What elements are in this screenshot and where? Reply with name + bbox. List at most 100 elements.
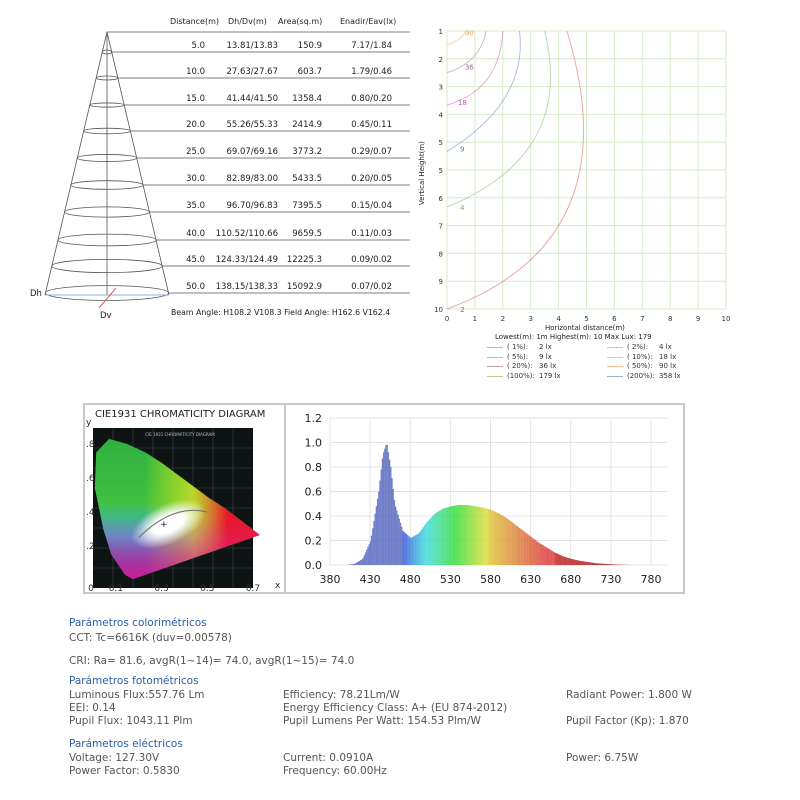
- spectrum-bar: [479, 506, 481, 565]
- cri-value: CRI: Ra= 81.6, avgR(1~14)= 74.0, avgR(1~…: [69, 655, 355, 667]
- table-cell: 5433.5: [292, 174, 322, 184]
- spectrum-bar: [431, 516, 433, 565]
- spectrum-bar: [397, 514, 399, 565]
- isolux-contour: [446, 30, 585, 310]
- spectrum-bar: [503, 516, 505, 565]
- x-tick-label: 1: [473, 315, 477, 323]
- spectrum-bar: [576, 560, 579, 565]
- x-tick-label: 0: [445, 315, 449, 323]
- dv-label: Dv: [100, 311, 112, 321]
- cie-x-tick: 0.7: [246, 584, 260, 594]
- spectrum-bar: [557, 554, 559, 565]
- spectrum-bar: [537, 541, 539, 565]
- spectrum-bar: [534, 539, 536, 565]
- spectrum-bar: [427, 520, 429, 565]
- spectrum-bar: [393, 500, 396, 565]
- spectrum-bar: [429, 518, 432, 565]
- y-tick-label: 4: [439, 111, 444, 119]
- spectrum-bar: [443, 508, 445, 565]
- spectrum-bar: [441, 508, 444, 565]
- table-cell: 40.0: [186, 229, 205, 239]
- spectrum-bar: [508, 519, 510, 565]
- spectrum-bar: [558, 554, 561, 565]
- spectrum-bar: [388, 459, 391, 565]
- spectrum-bar: [420, 530, 422, 565]
- spectrum-bar: [382, 452, 385, 565]
- spectrum-bar: [529, 536, 532, 565]
- table-cell: 15092.9: [286, 282, 322, 292]
- x-tick-label: 430: [360, 573, 381, 586]
- x-tick-label: 530: [440, 573, 461, 586]
- spectrum-bar: [565, 557, 568, 565]
- spectrum-bar: [603, 563, 605, 565]
- spectrum-bar: [500, 515, 503, 565]
- spectrum-bar: [366, 549, 368, 565]
- spectrum-bar: [422, 527, 424, 565]
- spectrum-bar: [498, 513, 500, 565]
- table-cell: 41.44/41.50: [226, 94, 278, 104]
- spectrum-bar: [612, 564, 615, 565]
- contour-label: 4: [460, 204, 465, 212]
- table-cell: 2414.9: [292, 120, 322, 130]
- spectrum-bar: [568, 558, 570, 565]
- isolux-contour: [446, 30, 504, 106]
- spectrum-bar: [515, 525, 517, 565]
- spectrum-bar: [567, 557, 569, 565]
- table-cell: 45.0: [186, 255, 205, 265]
- table-row: 45.0 124.33/124.49 12225.3 0.09/0.02: [0, 255, 400, 267]
- cie-inner-title: CIE 1931 CHROMATICITY DIAGRAM: [145, 432, 215, 437]
- cie-y-tick: .2: [86, 542, 95, 552]
- spectrum-bar: [435, 512, 438, 565]
- isolux-y-label: Vertical Height(m): [418, 141, 426, 205]
- x-tick-label: 780: [641, 573, 662, 586]
- spectrum-bar: [509, 520, 511, 565]
- spectrum-bar: [432, 515, 434, 565]
- x-tick-label: 6: [612, 315, 617, 323]
- spectrum-bar: [605, 563, 607, 565]
- spectrum-bar: [610, 564, 612, 565]
- table-cell: 35.0: [186, 201, 205, 211]
- spectrum-bar: [532, 538, 534, 565]
- table-cell: 15.0: [186, 94, 205, 104]
- spectrum-bar: [588, 562, 591, 565]
- column-header: Distance(m): [170, 17, 220, 26]
- spectrum-bar: [512, 523, 515, 565]
- spectrum-bar: [528, 535, 530, 565]
- cie-x-label: x: [275, 581, 281, 591]
- spectrum-bar: [506, 518, 509, 565]
- spectrum-bar: [417, 533, 420, 565]
- spectrum-bar: [413, 536, 415, 565]
- spectrum-bar: [386, 444, 388, 565]
- spectrum-bar: [545, 547, 547, 565]
- spectrum-bar: [458, 504, 461, 565]
- spectrum-bar: [555, 552, 557, 565]
- spectrum-bar: [464, 504, 467, 565]
- legend-lux: 9 lx: [539, 352, 552, 361]
- spectrum-bar: [521, 529, 523, 565]
- spectrum-bar: [543, 545, 545, 565]
- spectrum-bar: [579, 560, 581, 565]
- y-tick-label: 6: [439, 195, 444, 203]
- legend-percent: ( 50%):: [627, 362, 653, 370]
- isolux-contour: [446, 30, 521, 152]
- pupil-factor: Pupil Factor (Kp): 1.870: [566, 715, 689, 727]
- spectrum-bar: [416, 534, 418, 565]
- legend-lux: 358 lx: [659, 371, 681, 380]
- x-tick-label: 480: [400, 573, 421, 586]
- spectrum-bar: [587, 562, 589, 565]
- spectrum-bar: [574, 559, 576, 565]
- table-cell: 124.33/124.49: [215, 255, 278, 265]
- spectrum-bar: [491, 510, 493, 565]
- spectrum-bar: [533, 538, 535, 565]
- y-tick-label: 0.2: [305, 535, 323, 548]
- isolux-summary: Lowest(m): 1m Highest(m): 10 Max Lux: 17…: [495, 333, 652, 341]
- spectrum-bar: [614, 564, 616, 565]
- efficiency: Efficiency: 78.21Lm/W: [283, 689, 400, 701]
- y-tick-label: 9: [439, 278, 443, 286]
- beam-field-angles: Beam Angle: H108.2 V108.3 Field Angle: H…: [171, 308, 391, 317]
- spectrum-bar: [520, 528, 522, 565]
- cie-x-tick: 0.3: [154, 584, 168, 594]
- spectrum-bar: [547, 548, 550, 565]
- spectrum-bar: [476, 506, 479, 565]
- cie-chromaticity-diagram: + CIE 1931 CHROMATICITY DIAGRAM .8 .6 .4 .2 0 0…: [86, 428, 260, 594]
